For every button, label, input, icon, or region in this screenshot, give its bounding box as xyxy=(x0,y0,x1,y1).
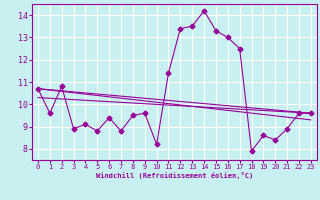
X-axis label: Windchill (Refroidissement éolien,°C): Windchill (Refroidissement éolien,°C) xyxy=(96,172,253,179)
